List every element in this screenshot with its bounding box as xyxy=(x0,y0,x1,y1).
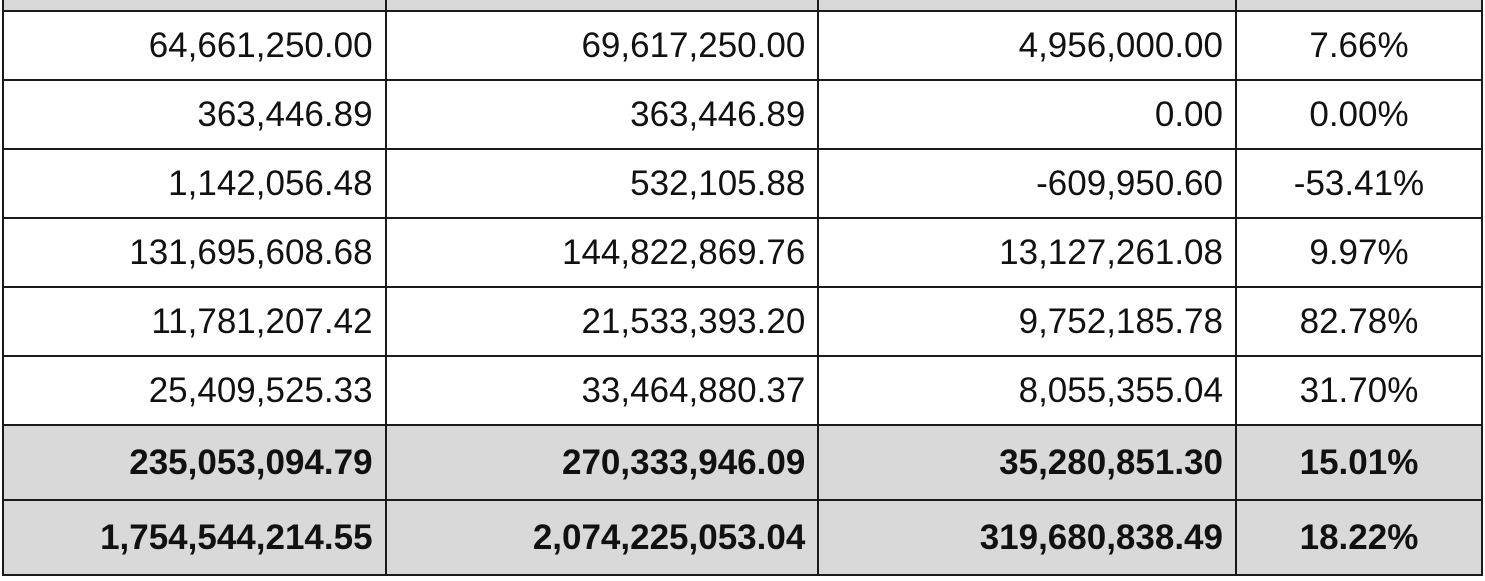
table-row: 363,446.89 363,446.89 0.00 0.00% xyxy=(2,79,1484,150)
cell-col4[interactable]: 82.78% xyxy=(1234,286,1484,357)
cell-col1[interactable]: 1,142,056.48 xyxy=(2,148,387,219)
cell-col2[interactable]: 144,822,869.76 xyxy=(384,217,820,288)
cell-col3[interactable]: 4,956,000.00 xyxy=(817,10,1237,81)
cell-col2[interactable]: 33,464,880.37 xyxy=(384,355,820,426)
cell-col3[interactable]: 8,055,355.04 xyxy=(817,355,1237,426)
cell-col2[interactable]: 21,533,393.20 xyxy=(384,286,820,357)
cell-col3[interactable]: 9,752,185.78 xyxy=(817,286,1237,357)
cell-col3[interactable]: 0.00 xyxy=(817,79,1237,150)
grand-total-row: 1,754,544,214.55 2,074,225,053.04 319,68… xyxy=(2,499,1484,576)
header-cell[interactable] xyxy=(384,0,820,12)
cell-col4[interactable]: -53.41% xyxy=(1234,148,1484,219)
table-row: 1,142,056.48 532,105.88 -609,950.60 -53.… xyxy=(2,148,1484,219)
cell-col1[interactable]: 363,446.89 xyxy=(2,79,387,150)
grand-total-col4[interactable]: 18.22% xyxy=(1234,499,1484,576)
table-row: 64,661,250.00 69,617,250.00 4,956,000.00… xyxy=(2,10,1484,81)
cell-col4[interactable]: 9.97% xyxy=(1234,217,1484,288)
cell-col2[interactable]: 532,105.88 xyxy=(384,148,820,219)
subtotal-col4[interactable]: 15.01% xyxy=(1234,424,1484,501)
table-row: 25,409,525.33 33,464,880.37 8,055,355.04… xyxy=(2,355,1484,426)
subtotal-col2[interactable]: 270,333,946.09 xyxy=(384,424,820,501)
cell-col4[interactable]: 31.70% xyxy=(1234,355,1484,426)
cell-col1[interactable]: 25,409,525.33 xyxy=(2,355,387,426)
cell-col1[interactable]: 64,661,250.00 xyxy=(2,10,387,81)
cell-col3[interactable]: 13,127,261.08 xyxy=(817,217,1237,288)
header-cell[interactable] xyxy=(1234,0,1484,12)
header-cell[interactable] xyxy=(817,0,1237,12)
cell-col3[interactable]: -609,950.60 xyxy=(817,148,1237,219)
subtotal-col3[interactable]: 35,280,851.30 xyxy=(817,424,1237,501)
cell-col4[interactable]: 0.00% xyxy=(1234,79,1484,150)
cell-col1[interactable]: 131,695,608.68 xyxy=(2,217,387,288)
header-row-partial xyxy=(2,0,1484,12)
cell-col4[interactable]: 7.66% xyxy=(1234,10,1484,81)
subtotal-row: 235,053,094.79 270,333,946.09 35,280,851… xyxy=(2,424,1484,501)
cell-col1[interactable]: 11,781,207.42 xyxy=(2,286,387,357)
cell-col2[interactable]: 363,446.89 xyxy=(384,79,820,150)
header-cell[interactable] xyxy=(2,0,387,12)
grand-total-col2[interactable]: 2,074,225,053.04 xyxy=(384,499,820,576)
cell-col2[interactable]: 69,617,250.00 xyxy=(384,10,820,81)
table-row: 131,695,608.68 144,822,869.76 13,127,261… xyxy=(2,217,1484,288)
table-row: 11,781,207.42 21,533,393.20 9,752,185.78… xyxy=(2,286,1484,357)
subtotal-col1[interactable]: 235,053,094.79 xyxy=(2,424,387,501)
grand-total-col1[interactable]: 1,754,544,214.55 xyxy=(2,499,387,576)
grand-total-col3[interactable]: 319,680,838.49 xyxy=(817,499,1237,576)
